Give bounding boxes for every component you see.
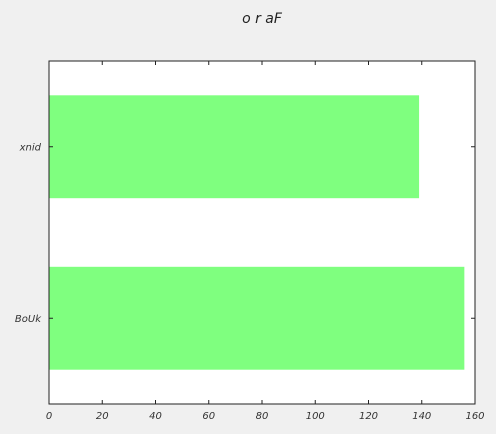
x-tick-label: 100 <box>306 411 325 422</box>
x-tick-label: 60 <box>202 411 215 422</box>
plot-frame <box>48 60 476 405</box>
x-tick-label: 0 <box>46 411 52 422</box>
y-axis: xnid BoUk <box>15 142 475 325</box>
chart-title: o r aF <box>242 11 283 27</box>
bar-xnid <box>49 95 420 199</box>
bar-bouk <box>49 266 465 370</box>
y-tick-label: xnid <box>19 142 42 153</box>
x-tick-label: 80 <box>256 411 269 422</box>
y-tick-label: BoUk <box>15 314 42 325</box>
x-tick-label: 120 <box>359 411 378 422</box>
x-tick-label: 140 <box>412 411 431 422</box>
x-tick-label: 40 <box>149 411 162 422</box>
x-tick-label: 20 <box>96 411 109 422</box>
x-tick-label: 160 <box>465 411 484 422</box>
bars-group <box>49 95 465 370</box>
x-axis: 0 20 40 60 80 100 120 140 160 <box>46 61 485 422</box>
